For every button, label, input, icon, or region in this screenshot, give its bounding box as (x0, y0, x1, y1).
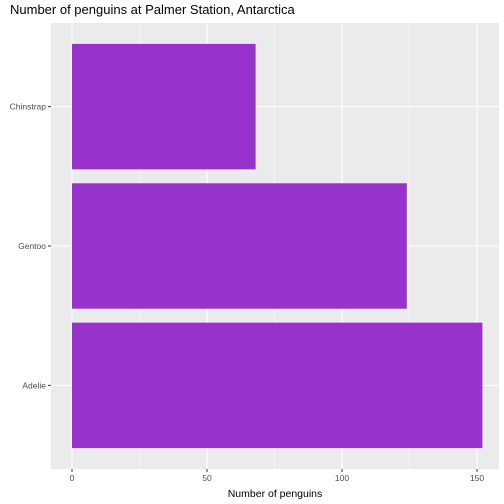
x-tick-label: 100 (335, 473, 349, 483)
x-tick-label: 150 (470, 473, 484, 483)
x-axis-title: Number of penguins (228, 488, 323, 500)
bars (72, 43, 483, 449)
bar-chinstrap (72, 43, 256, 170)
y-tick-label: Adelie (22, 380, 46, 390)
bar-adelie (72, 322, 483, 449)
y-axis: Adelie Gentoo Chinstrap (10, 102, 51, 390)
x-tick-label: 0 (70, 473, 75, 483)
bar-gentoo (72, 183, 407, 309)
y-tick-label: Gentoo (18, 241, 46, 251)
x-tick-label: 50 (202, 473, 212, 483)
y-tick-label: Chinstrap (10, 102, 47, 112)
chart-title: Number of penguins at Palmer Station, An… (10, 2, 295, 17)
x-axis: 0 50 100 150 (70, 469, 484, 483)
